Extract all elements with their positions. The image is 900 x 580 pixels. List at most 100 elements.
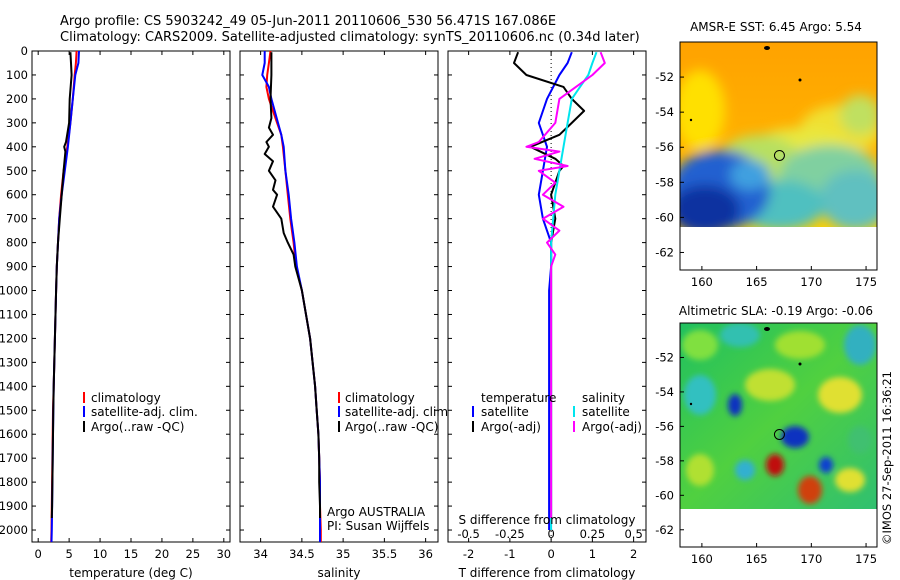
lon-tick-label: 165 xyxy=(746,275,768,289)
sla-blob xyxy=(728,394,742,416)
land-mark xyxy=(798,78,802,82)
x-tick-label: 1 xyxy=(589,547,596,561)
x-tick-label: -1 xyxy=(504,547,515,561)
argo-location-marker xyxy=(773,149,785,161)
sla-blob xyxy=(682,330,718,360)
land-mark xyxy=(689,402,693,406)
series-line-temperature-satellite xyxy=(537,51,573,530)
lon-tick-label: 175 xyxy=(855,275,877,289)
legend-swatch-climatology xyxy=(338,392,340,403)
salinity-xlabel: salinity xyxy=(317,566,360,580)
depth-tick-label: 400 xyxy=(6,140,28,154)
difference-panel: -2 -1 0 1 2 -0.5 -0.25 0 0.25 0.5 S difference fr… xyxy=(447,50,647,580)
temperature-panel: 0100200300400500600700800900100011001200… xyxy=(0,44,231,580)
legend-swatch-t-argo xyxy=(472,421,474,432)
x-tick-label: 0 xyxy=(547,547,554,561)
depth-tick-label: 1300 xyxy=(0,355,28,369)
x-tick-label: 34 xyxy=(253,547,268,561)
depth-tick-label: 500 xyxy=(6,164,28,178)
legend-swatch-satellite xyxy=(83,406,85,417)
t-difference-xlabel: T difference from climatology xyxy=(458,566,636,580)
sla-blob xyxy=(835,468,865,492)
sla-blob xyxy=(819,457,833,473)
legend-swatch-satellite xyxy=(338,406,340,417)
sla-blob xyxy=(798,476,822,504)
depth-tick-label: 900 xyxy=(6,260,28,274)
sla-blob xyxy=(684,375,716,415)
lon-tick-label: 175 xyxy=(855,552,877,566)
x-tick-label: 15 xyxy=(124,547,139,561)
lat-tick-label: -52 xyxy=(655,350,674,364)
legend-climatology: climatology xyxy=(91,391,161,405)
depth-tick-label: 2000 xyxy=(0,523,28,537)
land-mark xyxy=(764,46,770,50)
sla-map-title: Altimetric SLA: -0.19 Argo: -0.06 xyxy=(679,304,873,318)
x-tick-label: 35.5 xyxy=(372,547,398,561)
x-tick-label: 10 xyxy=(93,547,108,561)
salinity-legend: climatology satellite-adj. clim. Argo(..… xyxy=(338,391,452,434)
legend-t-satellite: satellite xyxy=(481,405,529,419)
x-tick-label: 2 xyxy=(630,547,637,561)
sla-blob xyxy=(735,460,755,480)
depth-tick-label: 1600 xyxy=(0,427,28,441)
s-tick-label: -0.5 xyxy=(457,527,479,541)
imos-credit: ©IMOS 27-Sep-2011 16:36:21 xyxy=(880,371,894,545)
legend-swatch-t-satellite xyxy=(472,406,474,417)
legend-argo: Argo(..raw -QC) xyxy=(345,420,438,434)
depth-tick-label: 300 xyxy=(6,116,28,130)
sst-blob xyxy=(730,160,770,190)
depth-tick-label: 600 xyxy=(6,188,28,202)
land-mark xyxy=(764,327,770,331)
sst-blob xyxy=(680,185,740,227)
sla-blob xyxy=(766,454,784,476)
depth-tick-label: 1000 xyxy=(0,284,28,298)
lat-tick-label: -60 xyxy=(655,488,674,502)
s-tick-label: 0.5 xyxy=(624,527,642,541)
map-axes-box xyxy=(679,41,878,271)
sst-blob xyxy=(840,95,877,135)
series-line-salinity-argo-adj xyxy=(525,51,606,518)
legend-satellite: satellite-adj. clim. xyxy=(91,405,198,419)
lat-tick-label: -54 xyxy=(655,385,674,399)
legend-t-argo: Argo(-adj) xyxy=(481,420,541,434)
series-line-argo-raw-qc xyxy=(50,52,73,519)
lat-tick-label: -54 xyxy=(655,105,674,119)
depth-tick-label: 1800 xyxy=(0,475,28,489)
lon-tick-label: 165 xyxy=(746,552,768,566)
depth-tick-label: 1200 xyxy=(0,331,28,345)
difference-legend: temperature satellite Argo(-adj) salinit… xyxy=(472,391,642,434)
s-tick-label: 0 xyxy=(547,527,554,541)
x-tick-label: -2 xyxy=(463,547,474,561)
sla-blob xyxy=(848,426,872,454)
s-tick-label: 0.25 xyxy=(580,527,606,541)
sst-map-title: AMSR-E SST: 6.45 Argo: 5.54 xyxy=(690,20,862,34)
annotation-argo-australia: Argo AUSTRALIA xyxy=(327,505,426,519)
depth-tick-label: 0 xyxy=(21,44,28,58)
series-line-argo-raw-qc xyxy=(263,52,321,518)
x-tick-label: 20 xyxy=(155,547,170,561)
sst-blob xyxy=(820,170,877,227)
legend-swatch-argo xyxy=(83,421,85,432)
legend-satellite: satellite-adj. clim. xyxy=(345,405,452,419)
sla-blob xyxy=(818,377,862,413)
legend-swatch-climatology xyxy=(83,392,85,403)
lon-tick-label: 170 xyxy=(800,552,822,566)
depth-tick-label: 100 xyxy=(6,68,28,82)
depth-tick-label: 1100 xyxy=(0,307,28,321)
x-tick-label: 35 xyxy=(336,547,351,561)
temperature-xlabel: temperature (deg C) xyxy=(69,566,192,580)
legend-salinity-heading: salinity xyxy=(582,391,625,405)
depth-tick-label: 1700 xyxy=(0,451,28,465)
legend-s-satellite: satellite xyxy=(582,405,630,419)
depth-tick-label: 1500 xyxy=(0,403,28,417)
title-line-1: Argo profile: CS 5903242_49 05-Jun-2011 … xyxy=(60,14,557,29)
sla-map-panel: Altimetric SLA: -0.19 Argo: -0.06 xyxy=(655,304,878,566)
lat-tick-label: -56 xyxy=(655,419,674,433)
legend-swatch-s-argo xyxy=(573,421,575,432)
legend-temperature-heading: temperature xyxy=(481,391,556,405)
salinity-panel: 34 34.5 35 35.5 36 salinity climatology sate… xyxy=(239,50,452,580)
sst-heatmap xyxy=(680,42,877,227)
depth-tick-label: 1400 xyxy=(0,379,28,393)
depth-tick-label: 700 xyxy=(6,212,28,226)
legend-argo: Argo(..raw -QC) xyxy=(91,420,184,434)
